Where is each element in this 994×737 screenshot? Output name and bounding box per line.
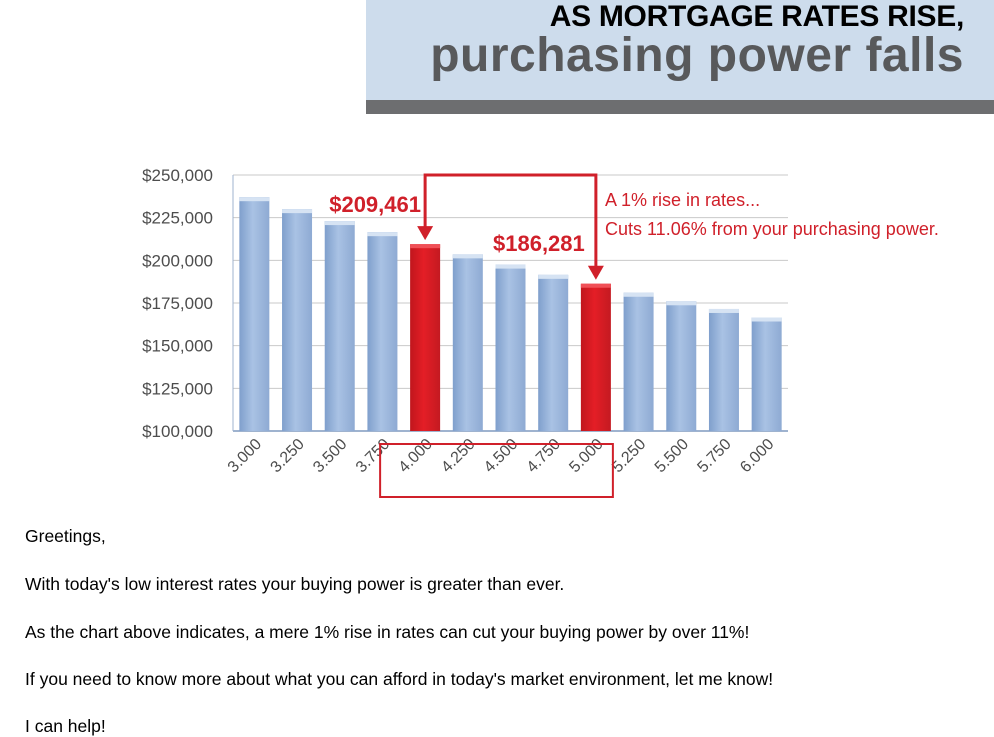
- y-tick-label: $175,000: [142, 294, 213, 313]
- y-tick-label: $100,000: [142, 422, 213, 441]
- bar-4.500: [495, 264, 526, 431]
- chart-bars: [239, 197, 782, 431]
- arrowhead-down-right: [587, 265, 604, 280]
- y-tick-label: $250,000: [142, 166, 213, 185]
- x-tick-label: 5.000: [566, 436, 606, 476]
- x-tick-label: 3.500: [310, 436, 350, 476]
- arrowhead-down-left: [417, 226, 434, 241]
- bar-label-186281: $186,281: [493, 231, 585, 256]
- bar-cap: [708, 308, 739, 313]
- bar-3.750: [367, 232, 398, 431]
- paragraph-1: With today's low interest rates your buy…: [25, 574, 565, 594]
- y-tick-label: $150,000: [142, 337, 213, 356]
- greeting-text: Greetings,: [25, 526, 106, 546]
- bar-cap: [410, 244, 441, 249]
- x-tick-label: 3.000: [225, 436, 265, 476]
- paragraph-3: If you need to know more about what you …: [25, 669, 774, 689]
- bar-5.500: [666, 301, 697, 431]
- highlight-range-box: [379, 443, 614, 498]
- bar-5.250: [623, 292, 654, 431]
- x-tick-label: 4.250: [438, 436, 478, 476]
- bar-5.750: [708, 308, 739, 431]
- x-tick-label: 5.500: [652, 436, 692, 476]
- bar-cap: [367, 232, 398, 237]
- banner-headline: AS MORTGAGE RATES RISE,: [549, 0, 965, 33]
- y-tick-label: $225,000: [142, 209, 213, 228]
- x-tick-label: 4.750: [524, 436, 564, 476]
- bar-cap: [324, 221, 355, 226]
- banner-subheadline: purchasing power falls: [430, 29, 964, 82]
- bar-cap: [623, 292, 654, 297]
- bar-3.000: [239, 197, 270, 431]
- annotation-line-2: Cuts 11.06% from your purchasing power.: [605, 219, 939, 239]
- header-banner: AS MORTGAGE RATES RISE, purchasing power…: [366, 0, 994, 100]
- paragraph-4: I can help!: [25, 716, 106, 736]
- bar-cap: [452, 254, 483, 259]
- bar-cap: [239, 197, 270, 202]
- x-tick-label: 5.750: [694, 436, 734, 476]
- x-tick-label: 3.250: [268, 436, 308, 476]
- bar-cap: [751, 317, 782, 322]
- banner-divider-bar: [366, 100, 994, 114]
- paragraph-2: As the chart above indicates, a mere 1% …: [25, 622, 750, 642]
- bar-cap: [495, 264, 526, 269]
- bar-4.250: [452, 254, 483, 431]
- x-axis-ticks: 3.000 3.250 3.500 3.750 4.000 4.250 4.500 4.750…: [225, 436, 778, 476]
- bar-cap: [666, 301, 697, 306]
- bar-6.000: [751, 317, 782, 431]
- y-tick-label: $125,000: [142, 379, 213, 398]
- rate-rise-arrow: [423, 173, 598, 268]
- bar-label-209461: $209,461: [329, 192, 421, 217]
- bar-cap: [282, 209, 313, 214]
- y-axis-ticks: $250,000 $225,000 $200,000 $175,000 $150,000…: [142, 166, 213, 441]
- bar-cap: [538, 274, 569, 279]
- x-tick-label: 6.000: [737, 436, 777, 476]
- mortgage-purchasing-power-chart: $250,000 $225,000 $200,000 $175,000 $150,000…: [142, 166, 939, 498]
- bar-4.750: [538, 274, 569, 431]
- bar-3.250: [282, 209, 313, 431]
- bar-cap: [580, 283, 611, 288]
- y-tick-label: $200,000: [142, 251, 213, 270]
- bar-5.000: [580, 283, 611, 431]
- bar-3.500: [324, 221, 355, 431]
- x-tick-label: 5.250: [609, 436, 649, 476]
- annotation-line-1: A 1% rise in rates...: [605, 190, 760, 210]
- bar-4.000: [410, 244, 441, 431]
- x-tick-label: 3.750: [353, 436, 393, 476]
- x-tick-label: 4.500: [481, 436, 521, 476]
- x-tick-label: 4.000: [396, 436, 436, 476]
